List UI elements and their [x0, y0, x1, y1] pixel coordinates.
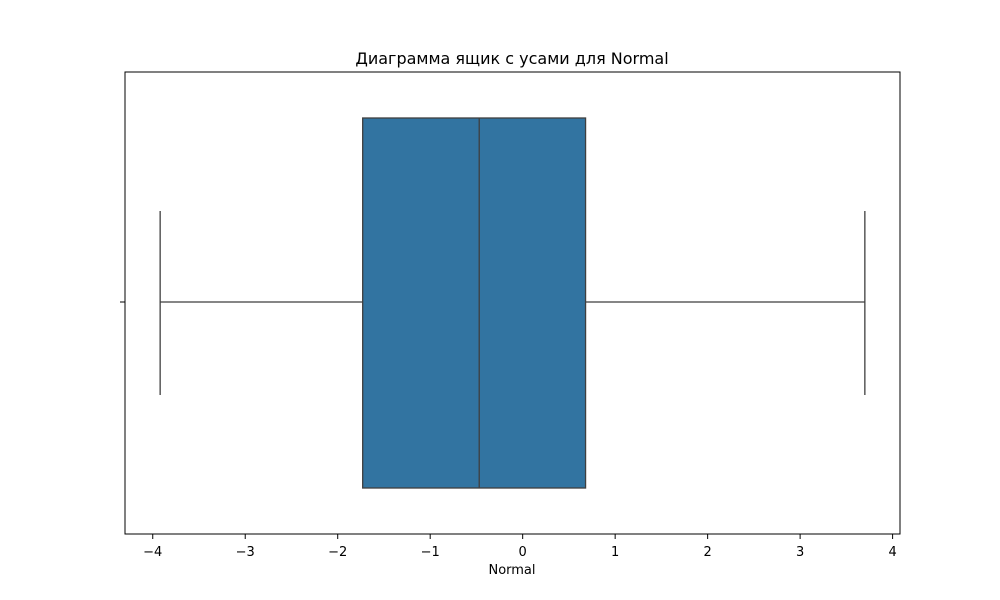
x-tick-label: 1 — [611, 545, 619, 560]
x-tick-label: 0 — [519, 545, 527, 560]
x-tick-label: −1 — [421, 545, 440, 560]
boxplot-group — [159, 117, 866, 489]
x-tick-label: 2 — [703, 545, 711, 560]
x-tick-label: 3 — [796, 545, 804, 560]
x-tick-label: 4 — [888, 545, 896, 560]
x-tick-label: −3 — [236, 545, 255, 560]
x-axis-ticks: −4 −3 −2 −1 0 1 2 3 4 — [143, 534, 897, 560]
x-axis-label: Normal — [488, 563, 535, 578]
box-iqr — [362, 117, 587, 489]
x-tick-label: −4 — [143, 545, 162, 560]
chart-title: Диаграмма ящик с усами для Normal — [355, 49, 668, 68]
x-tick-label: −2 — [328, 545, 347, 560]
plot-area-frame — [124, 71, 901, 535]
